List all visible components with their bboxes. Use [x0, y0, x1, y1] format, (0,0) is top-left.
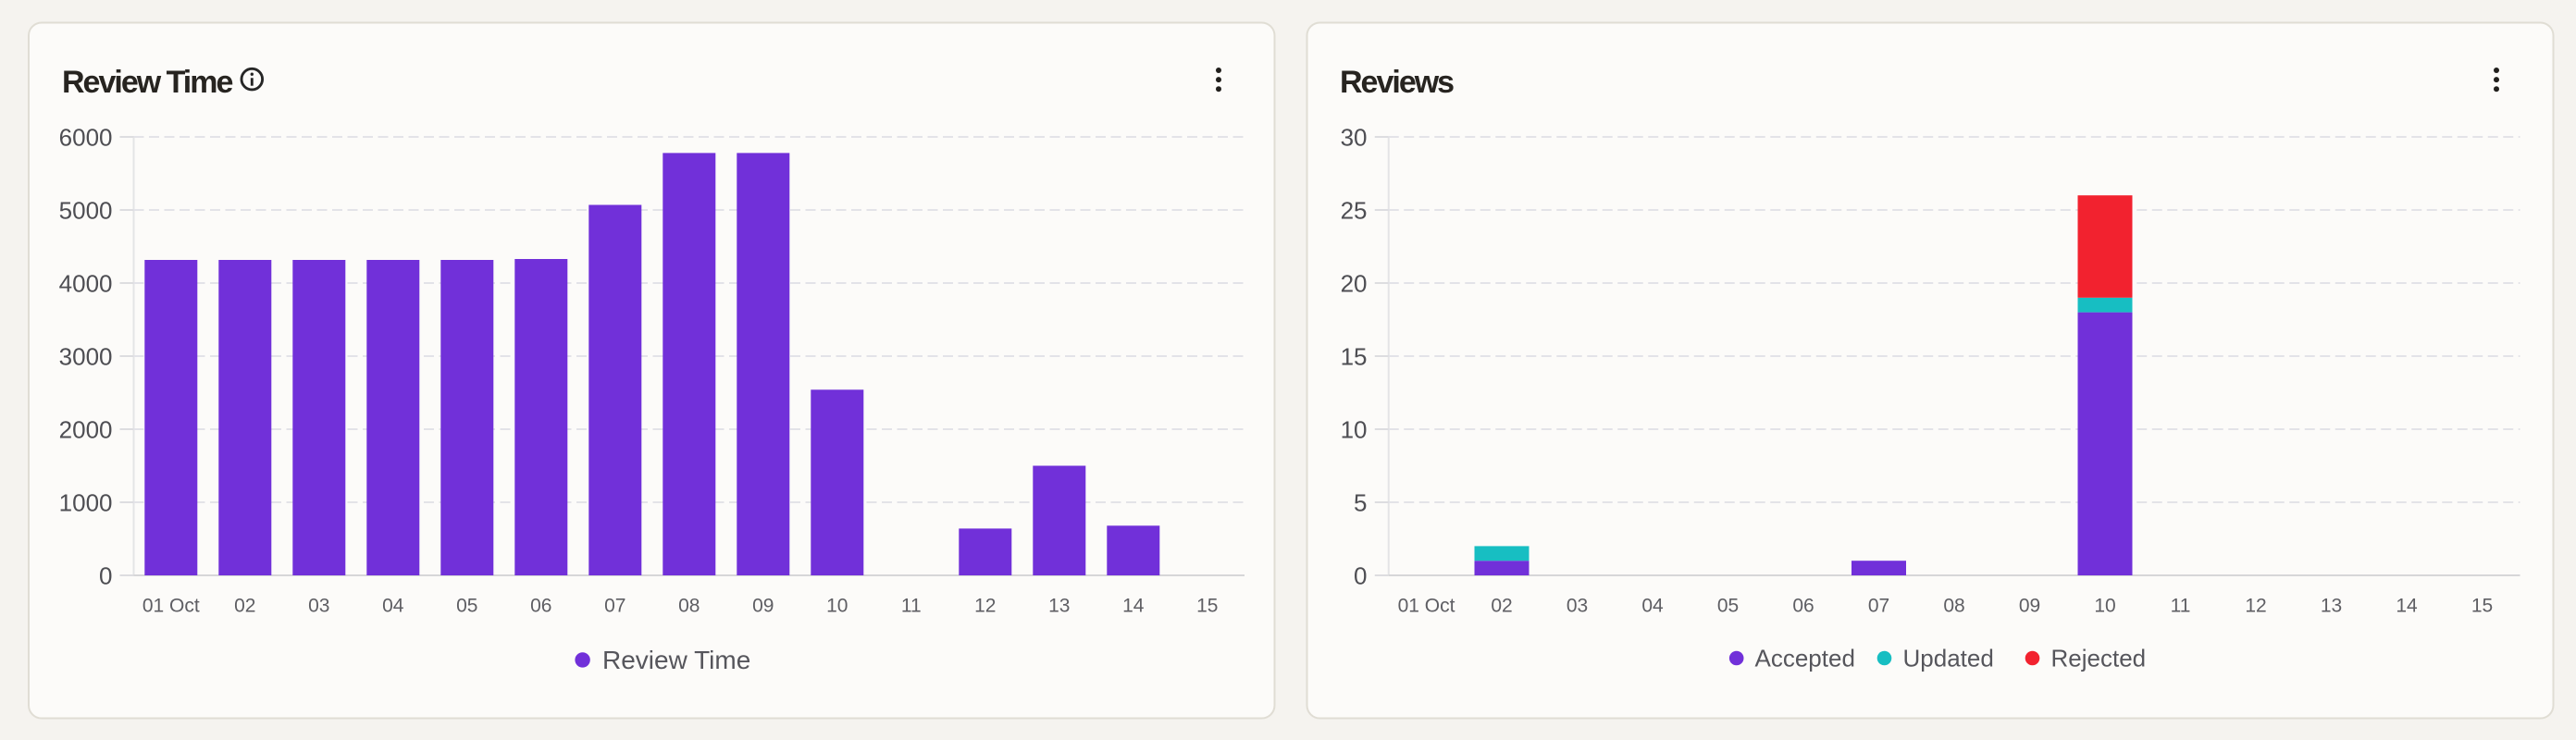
svg-text:4000: 4000 [59, 270, 113, 298]
svg-text:02: 02 [1491, 596, 1512, 617]
svg-text:6000: 6000 [59, 124, 113, 152]
svg-text:25: 25 [1341, 197, 1368, 225]
svg-text:01 Oct: 01 Oct [1398, 596, 1455, 617]
svg-text:06: 06 [530, 596, 551, 617]
svg-text:09: 09 [2019, 596, 2040, 617]
svg-text:5: 5 [1354, 489, 1367, 517]
svg-text:13: 13 [1048, 596, 1070, 617]
svg-text:Reviews: Reviews [1340, 65, 1454, 100]
svg-text:06: 06 [1792, 596, 1814, 617]
svg-text:15: 15 [1341, 343, 1368, 371]
svg-text:Review Time: Review Time [62, 65, 232, 100]
svg-text:13: 13 [2321, 596, 2342, 617]
svg-text:03: 03 [308, 596, 329, 617]
svg-text:0: 0 [1354, 562, 1367, 590]
svg-text:03: 03 [1567, 596, 1588, 617]
svg-text:Rejected: Rejected [2051, 645, 2147, 672]
svg-text:0: 0 [99, 562, 112, 590]
svg-text:Review Time: Review Time [602, 646, 750, 674]
svg-text:1000: 1000 [59, 489, 113, 517]
svg-text:09: 09 [752, 596, 774, 617]
svg-text:01 Oct: 01 Oct [142, 596, 200, 617]
svg-text:11: 11 [2171, 596, 2191, 617]
svg-text:15: 15 [1196, 596, 1218, 617]
svg-text:07: 07 [1868, 596, 1889, 617]
svg-text:14: 14 [2396, 596, 2418, 617]
svg-text:5000: 5000 [59, 197, 113, 225]
svg-text:20: 20 [1341, 270, 1368, 298]
svg-text:08: 08 [1943, 596, 1964, 617]
svg-text:04: 04 [382, 596, 404, 617]
svg-text:11: 11 [901, 596, 922, 617]
svg-text:08: 08 [678, 596, 700, 617]
svg-text:3000: 3000 [59, 343, 113, 371]
svg-text:05: 05 [1717, 596, 1739, 617]
svg-text:15: 15 [2471, 596, 2493, 617]
svg-text:Accepted: Accepted [1755, 645, 1855, 672]
svg-text:04: 04 [1641, 596, 1664, 617]
svg-text:14: 14 [1122, 596, 1145, 617]
svg-text:05: 05 [456, 596, 477, 617]
svg-text:02: 02 [234, 596, 255, 617]
svg-text:30: 30 [1341, 124, 1368, 152]
svg-text:10: 10 [1341, 416, 1368, 444]
svg-text:07: 07 [604, 596, 625, 617]
svg-text:2000: 2000 [59, 416, 113, 444]
svg-text:12: 12 [974, 596, 996, 617]
svg-text:12: 12 [2245, 596, 2266, 617]
svg-text:10: 10 [826, 596, 848, 617]
svg-text:10: 10 [2094, 596, 2115, 617]
svg-text:Updated: Updated [1903, 645, 1994, 672]
